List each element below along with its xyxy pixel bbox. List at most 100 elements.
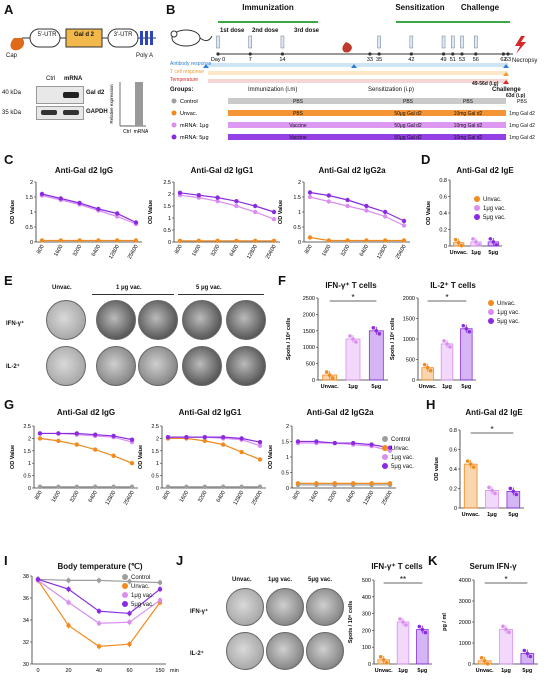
- cap-shape: [10, 38, 25, 51]
- group-dot: [171, 98, 177, 104]
- data-point: [401, 620, 405, 624]
- timeline-tick: [506, 52, 510, 56]
- group-bar: [228, 98, 506, 104]
- data-point: [459, 243, 464, 248]
- j-well-il2-vac1: [266, 632, 304, 670]
- polya-bar: [140, 31, 143, 45]
- data-point: [420, 627, 425, 632]
- x-tick-label: 5μg: [461, 384, 471, 390]
- timeline-tick: [409, 52, 413, 56]
- x-tick-label: Unvac.: [450, 250, 469, 256]
- x-tick-label: 12800: [376, 244, 389, 260]
- sensitization-header: Sensitization: [395, 3, 445, 12]
- data-point: [508, 486, 513, 491]
- x-tick-label: 5μg: [508, 512, 518, 518]
- panel-label-e: E: [4, 273, 13, 288]
- group-imm: PBS: [293, 99, 304, 105]
- data-point: [66, 587, 71, 592]
- significance-label: *: [445, 293, 448, 302]
- y-tick-label: 1: [28, 461, 31, 467]
- y-tick-label: 1: [168, 216, 171, 222]
- syringe-icon: [441, 35, 446, 49]
- x-tick-label: 1600: [51, 490, 62, 504]
- response-temperature: Temperature: [170, 77, 199, 83]
- data-point: [479, 656, 484, 660]
- data-point: [445, 342, 449, 346]
- chart-j-title: IFN-γ⁺ T cells: [371, 562, 423, 571]
- chart-c3: 0 0.5 1 1.5 2 OD Value 800 1600 3200 6400 12800 256…: [278, 180, 410, 260]
- data-point: [491, 240, 496, 244]
- y-tick-label: 1500: [403, 317, 415, 323]
- panel-label-j: J: [176, 553, 184, 568]
- data-point: [364, 238, 369, 243]
- e-well-il2-vac1b: [138, 346, 178, 386]
- panel-label-g: G: [4, 397, 15, 412]
- x-tick-label: 3200: [72, 244, 83, 258]
- data-point: [239, 436, 244, 441]
- group-bar: [228, 122, 506, 128]
- data-point: [401, 238, 407, 243]
- y-tick-label: 30: [23, 662, 29, 668]
- data-point: [58, 238, 63, 243]
- timeline-tick: [460, 52, 464, 56]
- chart-c3-title: Anti-Gal d2 IgG2a: [318, 166, 386, 175]
- x-tick-label: 6400: [359, 244, 370, 258]
- group-name: mRNA: 5μg: [180, 135, 209, 141]
- y-tick-label: 4000: [459, 578, 471, 584]
- group-chal: PBS: [463, 99, 474, 105]
- data-point: [115, 238, 120, 243]
- data-point: [326, 199, 331, 204]
- chart-g3: 0 0.5 1 1.5 2 OD Value 800 1600 3200 6400 12800 256…: [268, 424, 396, 506]
- y-tick-label: 3000: [459, 599, 471, 605]
- y-tick-label: 0: [298, 240, 301, 246]
- y-tick-label: 0: [454, 506, 457, 512]
- timeline-tick: [501, 52, 505, 56]
- data-point: [129, 437, 135, 442]
- data-point: [448, 345, 452, 349]
- y-tick-label: 0.5: [163, 228, 171, 234]
- data-point: [383, 209, 388, 215]
- data-point: [202, 438, 207, 444]
- data-point: [74, 442, 80, 447]
- y-tick-label: 0.4: [439, 211, 447, 217]
- syringe-icon: [216, 35, 220, 49]
- dose1-label: 1st dose: [220, 28, 245, 34]
- data-point: [221, 434, 226, 440]
- chart-c2: 0 0.5 1 1.5 2 2.5 OD Value 800 1600 3200 6400 12800…: [148, 180, 280, 260]
- bar-x-ctrl: Ctrl: [123, 129, 131, 135]
- data-point: [493, 491, 497, 496]
- data-point: [202, 434, 207, 440]
- series-line: [41, 193, 137, 224]
- data-point: [215, 195, 220, 200]
- data-point: [196, 238, 201, 243]
- y-tick-label: 2.5: [23, 424, 31, 430]
- data-point: [387, 481, 393, 486]
- group-sens: 50μg Gal d2: [394, 135, 422, 141]
- data-point: [326, 238, 331, 243]
- group-imm: Vaccine: [289, 135, 307, 141]
- y-axis-label: pg / ml: [442, 613, 448, 631]
- response-antibody: Antibody response: [170, 61, 212, 67]
- chart-i-title: Body temperature (℃): [57, 562, 143, 571]
- panel-label-d: D: [421, 152, 431, 167]
- data-point: [239, 484, 244, 489]
- data-point: [348, 334, 352, 338]
- chart-g2: 0 0.5 1 1.5 2 2.5 OD Value 800 1600 3200 6400 12800…: [138, 424, 266, 506]
- data-point: [77, 238, 82, 243]
- series-line: [309, 196, 405, 227]
- y-tick-label: 0: [312, 378, 315, 384]
- y-tick-label: 0: [286, 486, 289, 492]
- data-point: [387, 448, 393, 453]
- syringe-icon: [451, 35, 455, 49]
- chart-k-title: Serum IFN-γ: [469, 562, 517, 571]
- x-tick-label: 800: [304, 244, 314, 255]
- x-tick-label: 5μg: [522, 668, 532, 674]
- data-point: [127, 579, 132, 584]
- group-chal: 10mg Gal d2: [454, 111, 483, 117]
- j-unvac-label: Unvac.: [232, 577, 252, 583]
- data-point: [96, 578, 102, 583]
- data-point: [66, 600, 71, 605]
- data-point: [295, 481, 301, 486]
- y-tick-label: 1000: [303, 345, 315, 351]
- e-well-il2-vac5a: [182, 346, 222, 386]
